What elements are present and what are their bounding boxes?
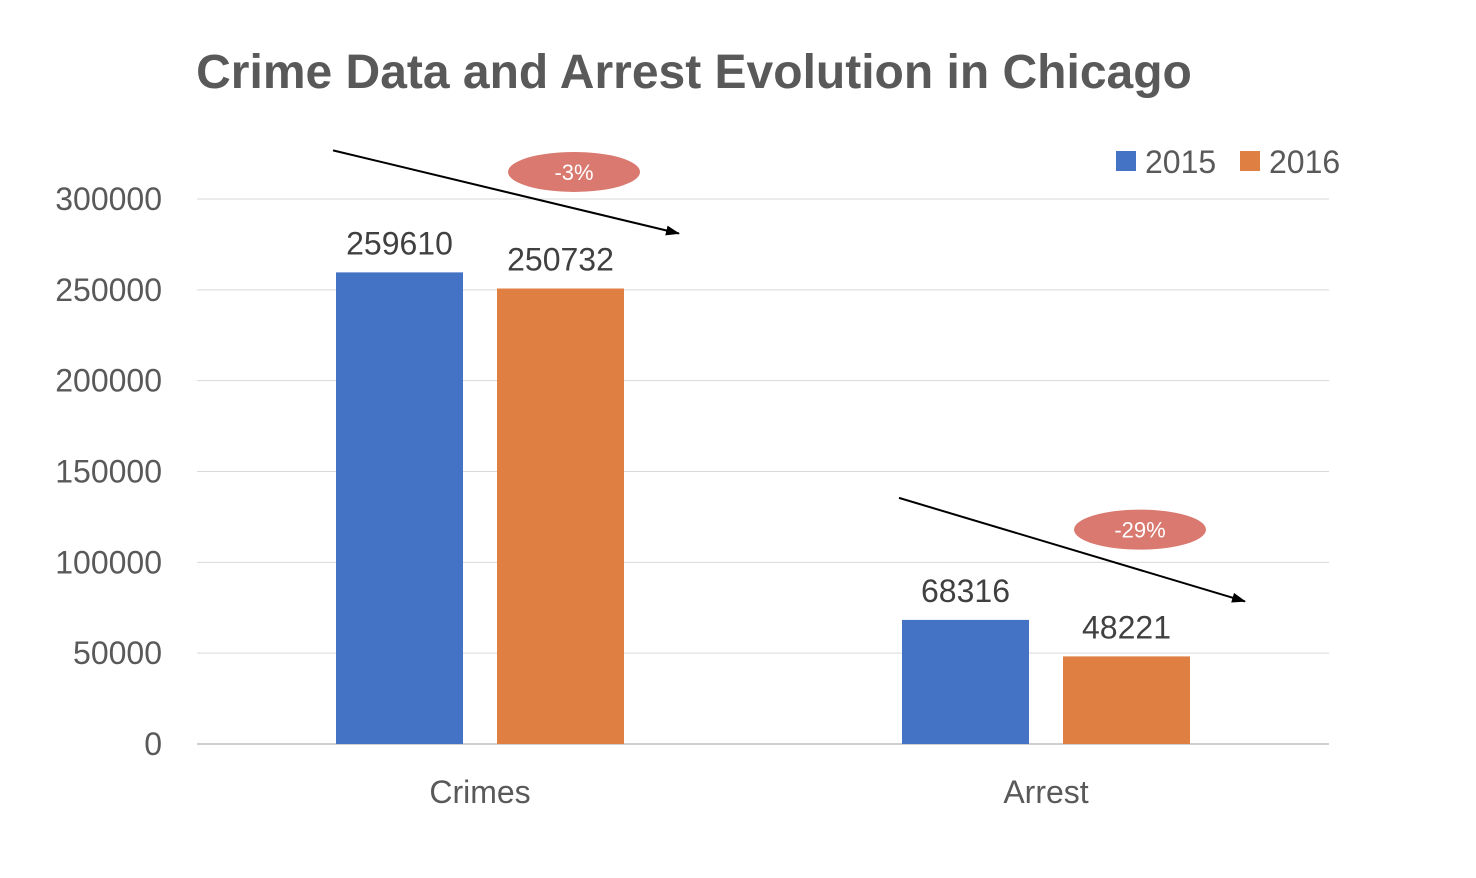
data-label: 68316 bbox=[921, 573, 1010, 609]
y-tick-label: 0 bbox=[144, 726, 162, 762]
data-label: 259610 bbox=[346, 225, 453, 261]
legend-label: 2015 bbox=[1145, 144, 1216, 180]
change-badge-label: -3% bbox=[554, 160, 593, 185]
data-label: 48221 bbox=[1082, 609, 1171, 645]
y-axis: 0 50000 100000 150000 200000 250000 300000 bbox=[55, 181, 162, 762]
bar-arrest-2015 bbox=[902, 619, 1029, 744]
y-tick-label: 200000 bbox=[55, 363, 162, 399]
category-label: Arrest bbox=[1003, 774, 1088, 810]
y-tick-label: 50000 bbox=[73, 635, 162, 671]
legend-swatch-2016 bbox=[1240, 151, 1260, 171]
y-tick-label: 300000 bbox=[55, 181, 162, 217]
legend-label: 2016 bbox=[1269, 144, 1340, 180]
y-tick-label: 250000 bbox=[55, 272, 162, 308]
legend: 2015 2016 bbox=[1116, 144, 1340, 180]
data-labels: 259610 250732 68316 48221 bbox=[346, 225, 1171, 645]
change-badge bbox=[508, 151, 640, 192]
change-badge-label: -29% bbox=[1114, 518, 1165, 543]
trend-arrow bbox=[332, 149, 680, 236]
y-tick-label: 150000 bbox=[55, 454, 162, 490]
trend-arrow bbox=[898, 496, 1246, 603]
change-badge bbox=[1074, 509, 1206, 550]
y-tick-label: 100000 bbox=[55, 544, 162, 580]
bar-arrest-2016 bbox=[1063, 656, 1190, 744]
bar-crimes-2016 bbox=[497, 288, 624, 744]
x-axis: Crimes Arrest bbox=[429, 774, 1088, 810]
bars bbox=[336, 272, 1190, 744]
legend-swatch-2015 bbox=[1116, 151, 1136, 171]
annotations: -3% -29% bbox=[332, 149, 1246, 603]
chart-title: Crime Data and Arrest Evolution in Chica… bbox=[196, 46, 1192, 99]
bar-crimes-2015 bbox=[336, 272, 463, 744]
data-label: 250732 bbox=[507, 242, 614, 278]
category-label: Crimes bbox=[429, 774, 530, 810]
